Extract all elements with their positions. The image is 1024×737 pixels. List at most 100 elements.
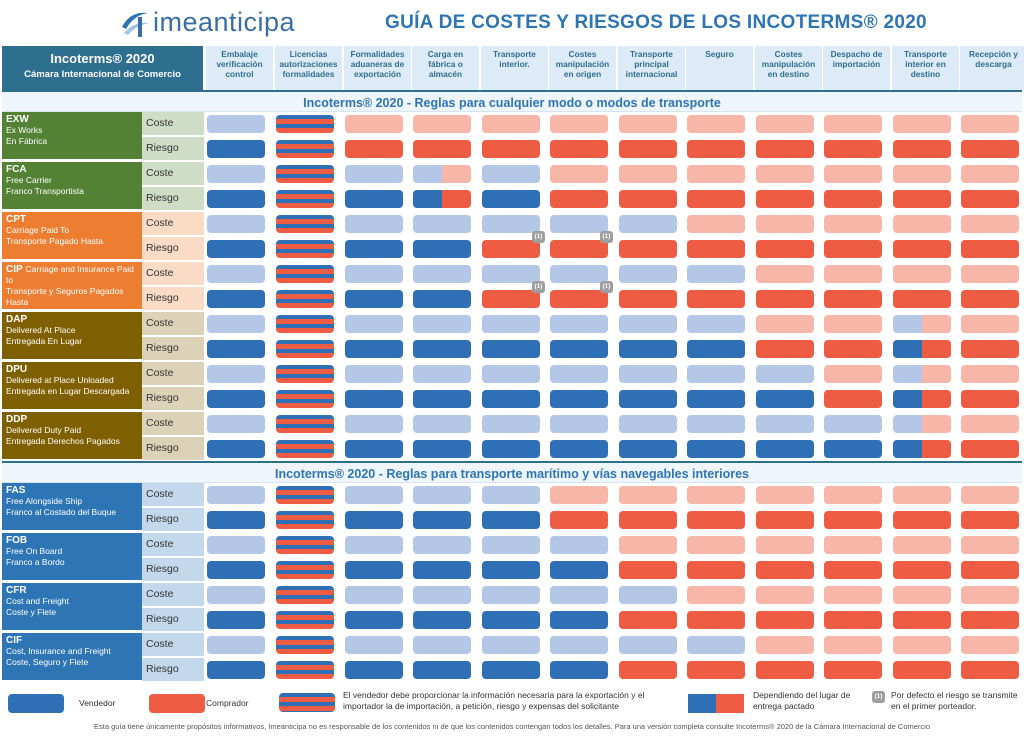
- column-header: Transporte interior en destino: [891, 46, 959, 90]
- seller-risk-cell: [207, 611, 265, 629]
- seller-risk-cell: [482, 561, 540, 579]
- incoterms-grid: Incoterms® 2020 Cámara Internacional de …: [2, 46, 1024, 686]
- buyer-risk-cell: [619, 511, 677, 529]
- row-label-cost: Coste: [142, 312, 204, 336]
- page-title: GUÍA DE COSTES Y RIESGOS DE LOS INCOTERM…: [385, 12, 927, 33]
- seller-cost-cell: [482, 215, 540, 233]
- seller-risk-cell: [207, 561, 265, 579]
- incoterm-code: DPU: [6, 364, 28, 375]
- seller-cost-cell: [345, 415, 403, 433]
- split-cell: [893, 315, 951, 333]
- buyer-cost-cell: [756, 165, 814, 183]
- buyer-risk-cell: [756, 611, 814, 629]
- seller-cost-cell: [550, 415, 608, 433]
- seller-cost-cell: [207, 315, 265, 333]
- seller-cost-cell: [345, 165, 403, 183]
- buyer-cost-cell: [756, 486, 814, 504]
- row-label-risk: Riesgo: [142, 608, 204, 632]
- seller-cost-cell: [207, 586, 265, 604]
- split-cell: [893, 340, 951, 358]
- seller-risk-cell: [207, 340, 265, 358]
- buyer-risk-cell: [687, 611, 745, 629]
- buyer-risk-cell: [756, 661, 814, 679]
- buyer-risk-cell: [893, 661, 951, 679]
- buyer-risk-cell: [619, 611, 677, 629]
- buyer-cost-cell: [824, 365, 882, 383]
- incoterm-code: FAS: [6, 485, 26, 496]
- row-label-cost: Coste: [142, 162, 204, 186]
- seller-risk-cell: [345, 190, 403, 208]
- buyer-cost-cell: [824, 315, 882, 333]
- shared-info-cell: [276, 315, 334, 333]
- section-title: Incoterms® 2020 - Reglas para cualquier …: [2, 90, 1022, 112]
- buyer-cost-cell: [893, 636, 951, 654]
- buyer-cost-cell: [893, 536, 951, 554]
- split-cell: [893, 415, 951, 433]
- seller-cost-cell: [482, 165, 540, 183]
- seller-risk-cell: [482, 511, 540, 529]
- seller-cost-cell: [345, 636, 403, 654]
- buyer-risk-cell: [756, 511, 814, 529]
- seller-risk-cell: [619, 340, 677, 358]
- seller-risk-cell: [345, 440, 403, 458]
- shared-info-cell: [276, 415, 334, 433]
- shared-info-cell: [276, 561, 334, 579]
- footer-disclaimer: Esta guía tiene únicamente propósitos in…: [93, 722, 931, 731]
- shared-info-cell: [276, 486, 334, 504]
- seller-risk-cell: [207, 290, 265, 308]
- buyer-risk-cell: [550, 240, 608, 258]
- first-carrier-note-badge: (1): [600, 231, 613, 243]
- seller-cost-cell: [482, 586, 540, 604]
- buyer-risk-cell: [824, 340, 882, 358]
- seller-risk-cell: [413, 661, 471, 679]
- buyer-cost-cell: [756, 586, 814, 604]
- shared-info-cell: [276, 511, 334, 529]
- buyer-risk-cell: [619, 661, 677, 679]
- incoterm-english-name: Cost, Insurance and Freight: [6, 646, 111, 656]
- seller-cost-cell: [619, 215, 677, 233]
- buyer-risk-cell: [550, 290, 608, 308]
- seller-cost-cell: [687, 415, 745, 433]
- row-label-risk: Riesgo: [142, 508, 204, 532]
- first-carrier-note-badge: (1): [532, 231, 545, 243]
- seller-risk-cell: [756, 440, 814, 458]
- incoterm-fas: FAS Free Alongside Ship Franco al Costado …: [2, 483, 142, 531]
- incoterm-english-name: Ex Works: [6, 125, 43, 135]
- row-label-cost: Coste: [142, 262, 204, 286]
- buyer-cost-cell: [961, 636, 1019, 654]
- buyer-cost-cell: [550, 165, 608, 183]
- first-carrier-note-badge: (1): [600, 281, 613, 293]
- logo-text: imeanticipa: [153, 6, 296, 37]
- seller-cost-cell: [345, 315, 403, 333]
- seller-cost-cell: [619, 265, 677, 283]
- seller-cost-cell: [207, 486, 265, 504]
- row-label-risk: Riesgo: [142, 437, 204, 461]
- buyer-risk-cell: [550, 511, 608, 529]
- buyer-risk-cell: [961, 390, 1019, 408]
- seller-risk-cell: [482, 611, 540, 629]
- seller-risk-cell: [550, 340, 608, 358]
- column-header: Embalaje verificación control: [205, 46, 273, 90]
- buyer-risk-cell: [687, 661, 745, 679]
- shared-info-cell: [276, 636, 334, 654]
- buyer-risk-cell: [687, 290, 745, 308]
- buyer-risk-cell: [345, 140, 403, 158]
- buyer-risk-cell: [893, 140, 951, 158]
- buyer-risk-cell: [961, 240, 1019, 258]
- buyer-risk-cell: [756, 340, 814, 358]
- seller-risk-cell: [413, 611, 471, 629]
- incoterm-spanish-name: Transporte y Seguros Pagados Hasta: [6, 286, 124, 307]
- buyer-cost-cell: [961, 215, 1019, 233]
- incoterm-cif: CIF Cost, Insurance and Freight Coste, Seg…: [2, 633, 142, 681]
- buyer-cost-cell: [824, 586, 882, 604]
- seller-cost-cell: [207, 415, 265, 433]
- seller-risk-cell: [550, 390, 608, 408]
- seller-cost-cell: [207, 265, 265, 283]
- buyer-risk-cell: [413, 140, 471, 158]
- column-header: Transporte principal internacional: [617, 46, 685, 90]
- buyer-risk-cell: [550, 140, 608, 158]
- split-cell: [413, 165, 471, 183]
- seller-cost-cell: [550, 315, 608, 333]
- buyer-cost-cell: [619, 115, 677, 133]
- logo: imeanticipa: [118, 4, 295, 40]
